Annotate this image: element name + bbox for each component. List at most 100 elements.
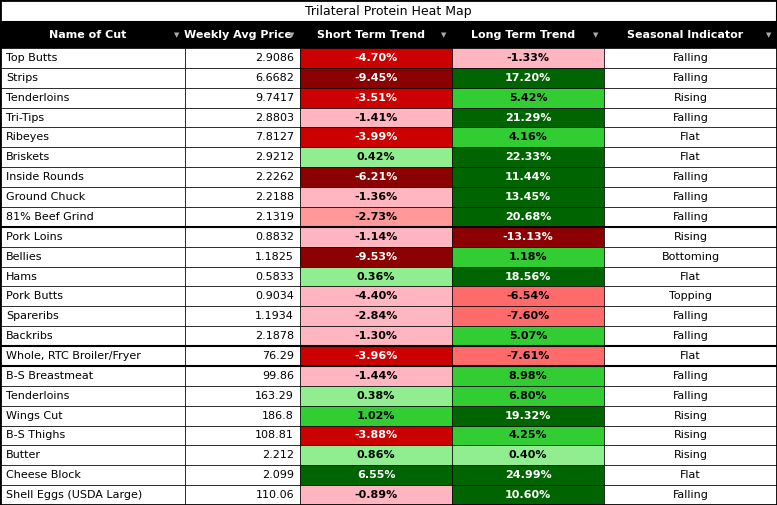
Text: Butter: Butter bbox=[6, 450, 41, 461]
Text: 1.1934: 1.1934 bbox=[255, 311, 294, 321]
Bar bbox=[452, 465, 604, 485]
Text: 10.60%: 10.60% bbox=[505, 490, 551, 500]
Text: Flat: Flat bbox=[680, 153, 701, 162]
Bar bbox=[300, 88, 452, 108]
Bar bbox=[185, 445, 300, 465]
Bar bbox=[452, 68, 604, 88]
Bar bbox=[300, 445, 452, 465]
Bar bbox=[300, 386, 452, 406]
Bar bbox=[604, 48, 777, 68]
Text: 4.25%: 4.25% bbox=[509, 430, 547, 440]
Text: Whole, RTC Broiler/Fryer: Whole, RTC Broiler/Fryer bbox=[6, 351, 141, 361]
Bar bbox=[0, 445, 185, 465]
Bar bbox=[0, 108, 185, 127]
Bar bbox=[604, 227, 777, 247]
Text: ▼: ▼ bbox=[766, 32, 772, 38]
Bar bbox=[604, 386, 777, 406]
Text: -6.21%: -6.21% bbox=[354, 172, 398, 182]
Bar bbox=[0, 267, 185, 286]
Text: 0.40%: 0.40% bbox=[509, 450, 547, 461]
Text: 2.8803: 2.8803 bbox=[255, 113, 294, 123]
Bar bbox=[452, 227, 604, 247]
Bar bbox=[604, 307, 777, 326]
Text: ▼: ▼ bbox=[441, 32, 447, 38]
Bar bbox=[452, 307, 604, 326]
Text: 8.98%: 8.98% bbox=[509, 371, 547, 381]
Text: B-S Breastmeat: B-S Breastmeat bbox=[6, 371, 93, 381]
Text: Falling: Falling bbox=[673, 212, 709, 222]
Bar bbox=[185, 346, 300, 366]
Bar bbox=[0, 485, 185, 505]
Text: 2.1878: 2.1878 bbox=[255, 331, 294, 341]
Text: 76.29: 76.29 bbox=[262, 351, 294, 361]
Text: Ground Chuck: Ground Chuck bbox=[6, 192, 85, 202]
Text: 13.45%: 13.45% bbox=[505, 192, 551, 202]
Bar bbox=[604, 445, 777, 465]
Bar bbox=[0, 426, 185, 445]
Bar bbox=[300, 366, 452, 386]
Bar bbox=[604, 207, 777, 227]
Bar bbox=[185, 68, 300, 88]
Text: Briskets: Briskets bbox=[6, 153, 51, 162]
Text: 0.5833: 0.5833 bbox=[256, 272, 294, 281]
Bar bbox=[0, 366, 185, 386]
Bar bbox=[604, 426, 777, 445]
Text: Flat: Flat bbox=[680, 470, 701, 480]
Bar bbox=[185, 227, 300, 247]
Text: Rising: Rising bbox=[674, 430, 708, 440]
Text: Falling: Falling bbox=[673, 73, 709, 83]
Text: Shell Eggs (USDA Large): Shell Eggs (USDA Large) bbox=[6, 490, 142, 500]
Bar bbox=[185, 307, 300, 326]
Text: Bottoming: Bottoming bbox=[661, 251, 720, 262]
Bar bbox=[300, 147, 452, 167]
Text: 9.7417: 9.7417 bbox=[255, 93, 294, 103]
Text: Wings Cut: Wings Cut bbox=[6, 411, 63, 421]
Text: Falling: Falling bbox=[673, 113, 709, 123]
Text: Falling: Falling bbox=[673, 192, 709, 202]
Text: 17.20%: 17.20% bbox=[505, 73, 551, 83]
Text: -2.73%: -2.73% bbox=[354, 212, 398, 222]
Text: 0.86%: 0.86% bbox=[357, 450, 395, 461]
Text: Flat: Flat bbox=[680, 272, 701, 281]
Text: -1.41%: -1.41% bbox=[354, 113, 398, 123]
Bar bbox=[0, 0, 777, 22]
Text: Flat: Flat bbox=[680, 132, 701, 142]
Text: 5.07%: 5.07% bbox=[509, 331, 547, 341]
Bar bbox=[452, 88, 604, 108]
Text: 1.1825: 1.1825 bbox=[255, 251, 294, 262]
Text: 2.099: 2.099 bbox=[262, 470, 294, 480]
Text: -1.14%: -1.14% bbox=[354, 232, 398, 242]
Text: 2.9086: 2.9086 bbox=[255, 53, 294, 63]
Bar bbox=[604, 22, 777, 48]
Text: 186.8: 186.8 bbox=[262, 411, 294, 421]
Text: -3.88%: -3.88% bbox=[354, 430, 398, 440]
Text: -3.99%: -3.99% bbox=[354, 132, 398, 142]
Bar bbox=[0, 307, 185, 326]
Bar bbox=[0, 286, 185, 307]
Bar bbox=[604, 286, 777, 307]
Text: Trilateral Protein Heat Map: Trilateral Protein Heat Map bbox=[305, 5, 472, 18]
Text: 6.6682: 6.6682 bbox=[255, 73, 294, 83]
Bar bbox=[300, 108, 452, 127]
Text: 6.80%: 6.80% bbox=[509, 391, 547, 400]
Bar bbox=[185, 286, 300, 307]
Bar bbox=[0, 346, 185, 366]
Bar bbox=[452, 127, 604, 147]
Bar bbox=[185, 247, 300, 267]
Bar bbox=[604, 247, 777, 267]
Bar bbox=[0, 227, 185, 247]
Text: 0.42%: 0.42% bbox=[357, 153, 395, 162]
Bar bbox=[300, 227, 452, 247]
Text: Rising: Rising bbox=[674, 93, 708, 103]
Bar bbox=[0, 48, 185, 68]
Text: 19.32%: 19.32% bbox=[505, 411, 551, 421]
Text: Strips: Strips bbox=[6, 73, 38, 83]
Text: Long Term Trend: Long Term Trend bbox=[471, 30, 575, 40]
Text: -6.54%: -6.54% bbox=[507, 291, 549, 301]
Text: 108.81: 108.81 bbox=[255, 430, 294, 440]
Text: 4.16%: 4.16% bbox=[509, 132, 548, 142]
Bar bbox=[452, 286, 604, 307]
Text: -0.89%: -0.89% bbox=[354, 490, 398, 500]
Bar bbox=[0, 68, 185, 88]
Bar bbox=[185, 326, 300, 346]
